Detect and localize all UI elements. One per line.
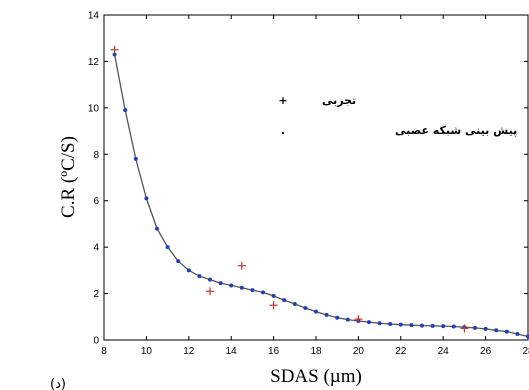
prediction-point (345, 317, 350, 322)
prediction-point (388, 321, 393, 326)
prediction-point (451, 324, 456, 329)
prediction-point (186, 268, 191, 273)
x-tick-label: 28 (522, 346, 529, 357)
prediction-point (515, 331, 520, 336)
y-axis-label: C.R (ºC/S) (58, 136, 79, 218)
prediction-point (133, 156, 138, 161)
legend-experimental-marker: + (278, 94, 287, 107)
prediction-point (282, 298, 287, 303)
prediction-point (494, 328, 499, 333)
x-tick-label: 10 (141, 346, 153, 357)
prediction-point (409, 323, 414, 328)
y-tick-label: 4 (93, 243, 99, 254)
prediction-point (292, 302, 297, 307)
panel-label: (د) (50, 377, 66, 390)
x-tick-label: 18 (310, 346, 322, 357)
y-axis-ticks: 0 2 4 6 8 10 12 14 (88, 11, 528, 347)
prediction-point (261, 290, 265, 295)
prediction-point (526, 334, 529, 339)
experimental-point (460, 324, 469, 333)
legend: تجربی + پیش بینی شبکه عصبی . (278, 94, 517, 137)
legend-prediction-marker: . (281, 124, 285, 137)
x-axis-ticks: 8 10 12 14 16 18 20 22 24 26 28 (101, 15, 529, 357)
legend-experimental-label: تجربی (322, 94, 356, 107)
y-tick-label: 12 (88, 57, 100, 68)
prediction-point (271, 293, 276, 298)
x-tick-label: 12 (183, 346, 195, 357)
experimental-point (206, 287, 214, 296)
prediction-point (144, 196, 149, 201)
x-axis-label: SDAS (µm) (270, 366, 362, 387)
legend-prediction-label: پیش بینی شبکه عصبی (395, 124, 517, 137)
prediction-point (239, 285, 244, 290)
y-tick-label: 10 (88, 103, 100, 114)
prediction-point (377, 321, 382, 326)
y-tick-label: 2 (93, 289, 99, 300)
prediction-point (176, 259, 181, 264)
plot-frame (103, 14, 529, 341)
experimental-point (110, 45, 119, 54)
prediction-point (324, 312, 329, 317)
x-tick-label: 8 (101, 346, 107, 357)
y-tick-label: 8 (93, 150, 99, 161)
prediction-point (398, 322, 403, 327)
prediction-point (367, 320, 371, 325)
prediction-line (113, 54, 529, 338)
prediction-point (250, 288, 255, 293)
x-tick-label: 16 (268, 346, 280, 357)
prediction-point (420, 323, 424, 328)
prediction-point (314, 309, 318, 314)
experimental-point (354, 315, 363, 324)
x-tick-label: 24 (438, 346, 450, 357)
prediction-point (335, 315, 340, 320)
experimental-point (269, 301, 278, 310)
prediction-point (441, 324, 446, 329)
prediction-point (303, 305, 308, 310)
x-tick-label: 26 (480, 346, 492, 357)
prediction-point (473, 325, 477, 330)
prediction-point (123, 108, 128, 113)
series-layer (110, 45, 529, 339)
experimental-point (237, 261, 246, 270)
prediction-point (504, 329, 509, 334)
prediction-point (218, 281, 223, 286)
prediction-point (483, 326, 488, 331)
x-tick-label: 22 (395, 346, 407, 357)
prediction-point (208, 277, 212, 282)
prediction-point (155, 226, 159, 231)
prediction-point (165, 245, 170, 250)
prediction-point (197, 274, 202, 279)
prediction-point (430, 323, 435, 328)
y-tick-label: 0 (93, 336, 99, 347)
prediction-point (229, 283, 234, 288)
x-tick-label: 14 (226, 346, 238, 357)
prediction-point (112, 52, 117, 57)
x-tick-label: 20 (353, 346, 365, 357)
y-tick-label: 14 (88, 11, 100, 22)
y-tick-label: 6 (93, 196, 99, 207)
